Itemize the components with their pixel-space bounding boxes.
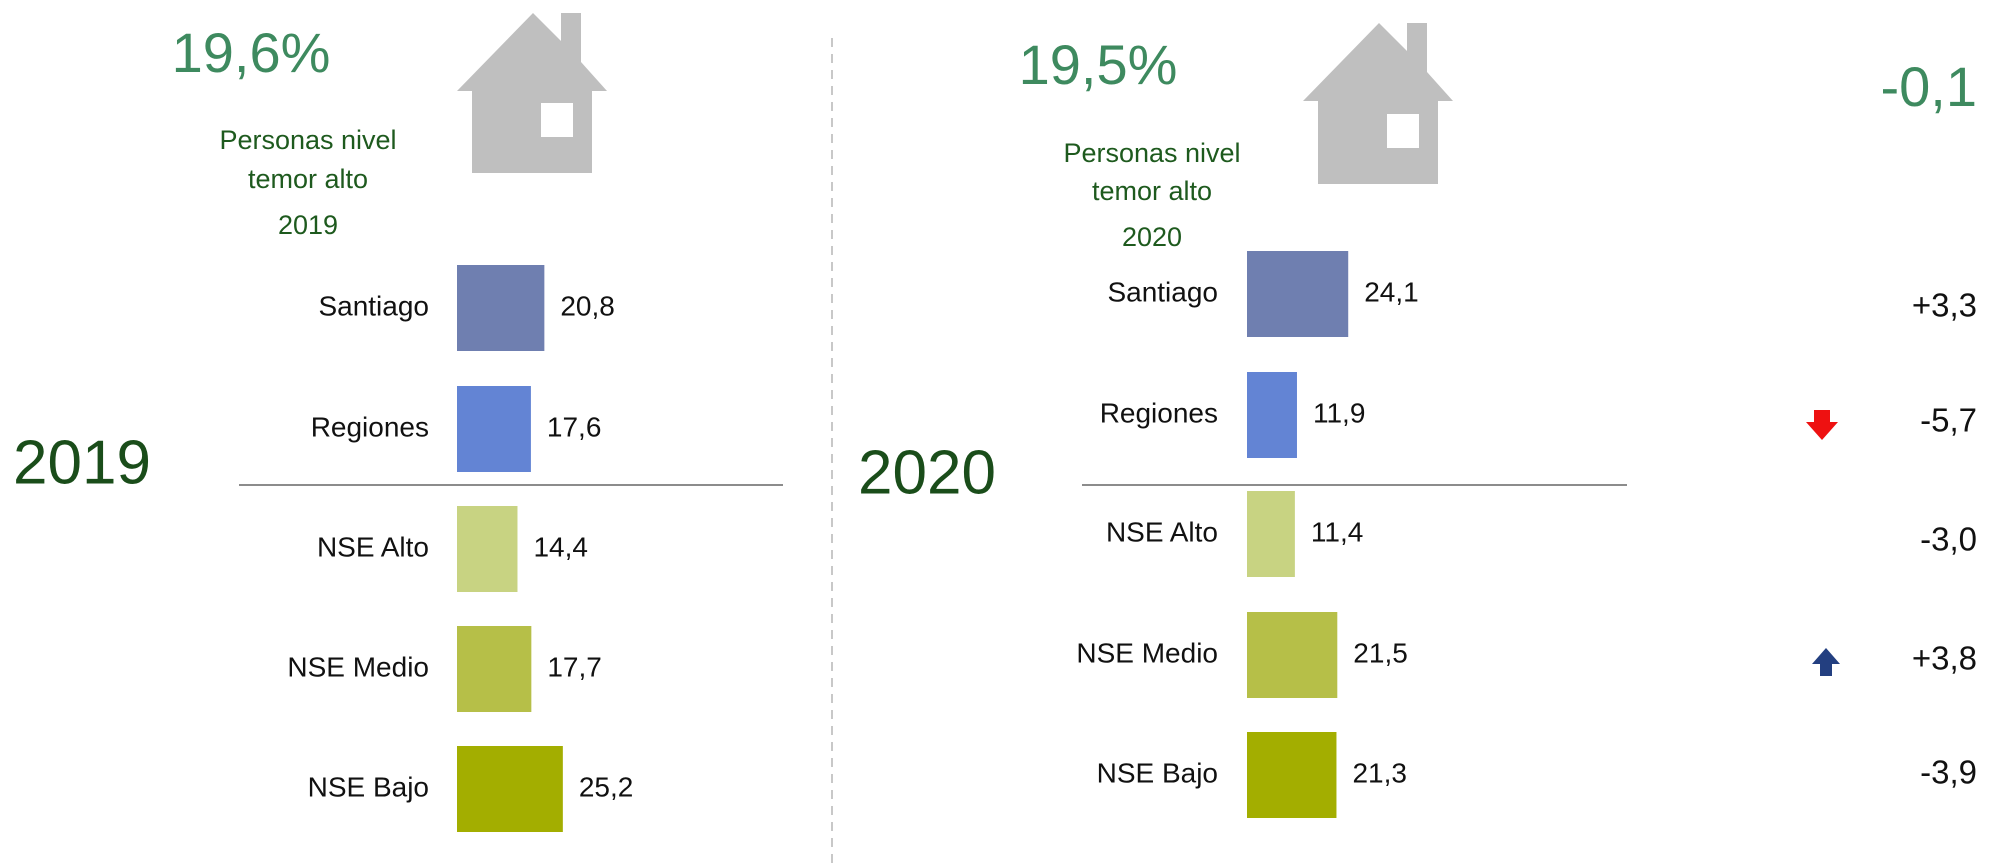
value-label: 24,1 (1364, 276, 1419, 307)
category-label: NSE Medio (287, 651, 429, 682)
category-label: NSE Bajo (308, 771, 429, 802)
headline: 19,6% (172, 21, 331, 84)
bar (1247, 372, 1297, 458)
change-label: +3,8 (1912, 640, 1977, 677)
bar (1247, 251, 1349, 337)
category-label: NSE Alto (1106, 516, 1218, 547)
change-label: -3,9 (1920, 754, 1977, 791)
down-arrow (1806, 410, 1838, 440)
bar (457, 506, 518, 592)
category-label: Santiago (1107, 276, 1218, 307)
value-label: 17,6 (547, 411, 602, 442)
bar (1247, 732, 1337, 818)
up-arrow (1812, 648, 1840, 676)
bar (457, 626, 532, 712)
change-label: +3,3 (1912, 287, 1977, 324)
subtitle: 2020 (1122, 222, 1182, 252)
value-label: 21,3 (1352, 757, 1407, 788)
value-label: 25,2 (579, 771, 634, 802)
subtitle: 2019 (278, 210, 338, 240)
year-label: 2019 (13, 428, 151, 497)
year-label: 2020 (858, 438, 996, 507)
change-label: -3,0 (1920, 521, 1977, 558)
bar (457, 265, 545, 351)
house-icon (1303, 23, 1453, 184)
headline: 19,5% (1019, 33, 1178, 96)
total-change: -0,1 (1881, 55, 1978, 118)
house-icon (457, 13, 607, 173)
category-label: Santiago (318, 290, 429, 321)
bar (1247, 612, 1338, 698)
bar (1247, 491, 1295, 577)
subtitle: temor alto (1092, 176, 1212, 206)
category-label: NSE Bajo (1097, 757, 1218, 788)
subtitle: Personas nivel (1063, 138, 1240, 168)
subtitle: temor alto (248, 164, 368, 194)
value-label: 14,4 (533, 531, 588, 562)
subtitle: Personas nivel (219, 125, 396, 155)
category-label: Regiones (1100, 397, 1218, 428)
change-label: -5,7 (1920, 402, 1977, 439)
bar (457, 386, 531, 472)
value-label: 20,8 (560, 290, 615, 321)
value-label: 11,9 (1313, 397, 1365, 428)
category-label: NSE Medio (1076, 637, 1218, 668)
value-label: 11,4 (1311, 516, 1363, 547)
category-label: Regiones (311, 411, 429, 442)
bar (457, 746, 563, 832)
value-label: 21,5 (1353, 637, 1408, 668)
value-label: 17,7 (547, 651, 602, 682)
category-label: NSE Alto (317, 531, 429, 562)
